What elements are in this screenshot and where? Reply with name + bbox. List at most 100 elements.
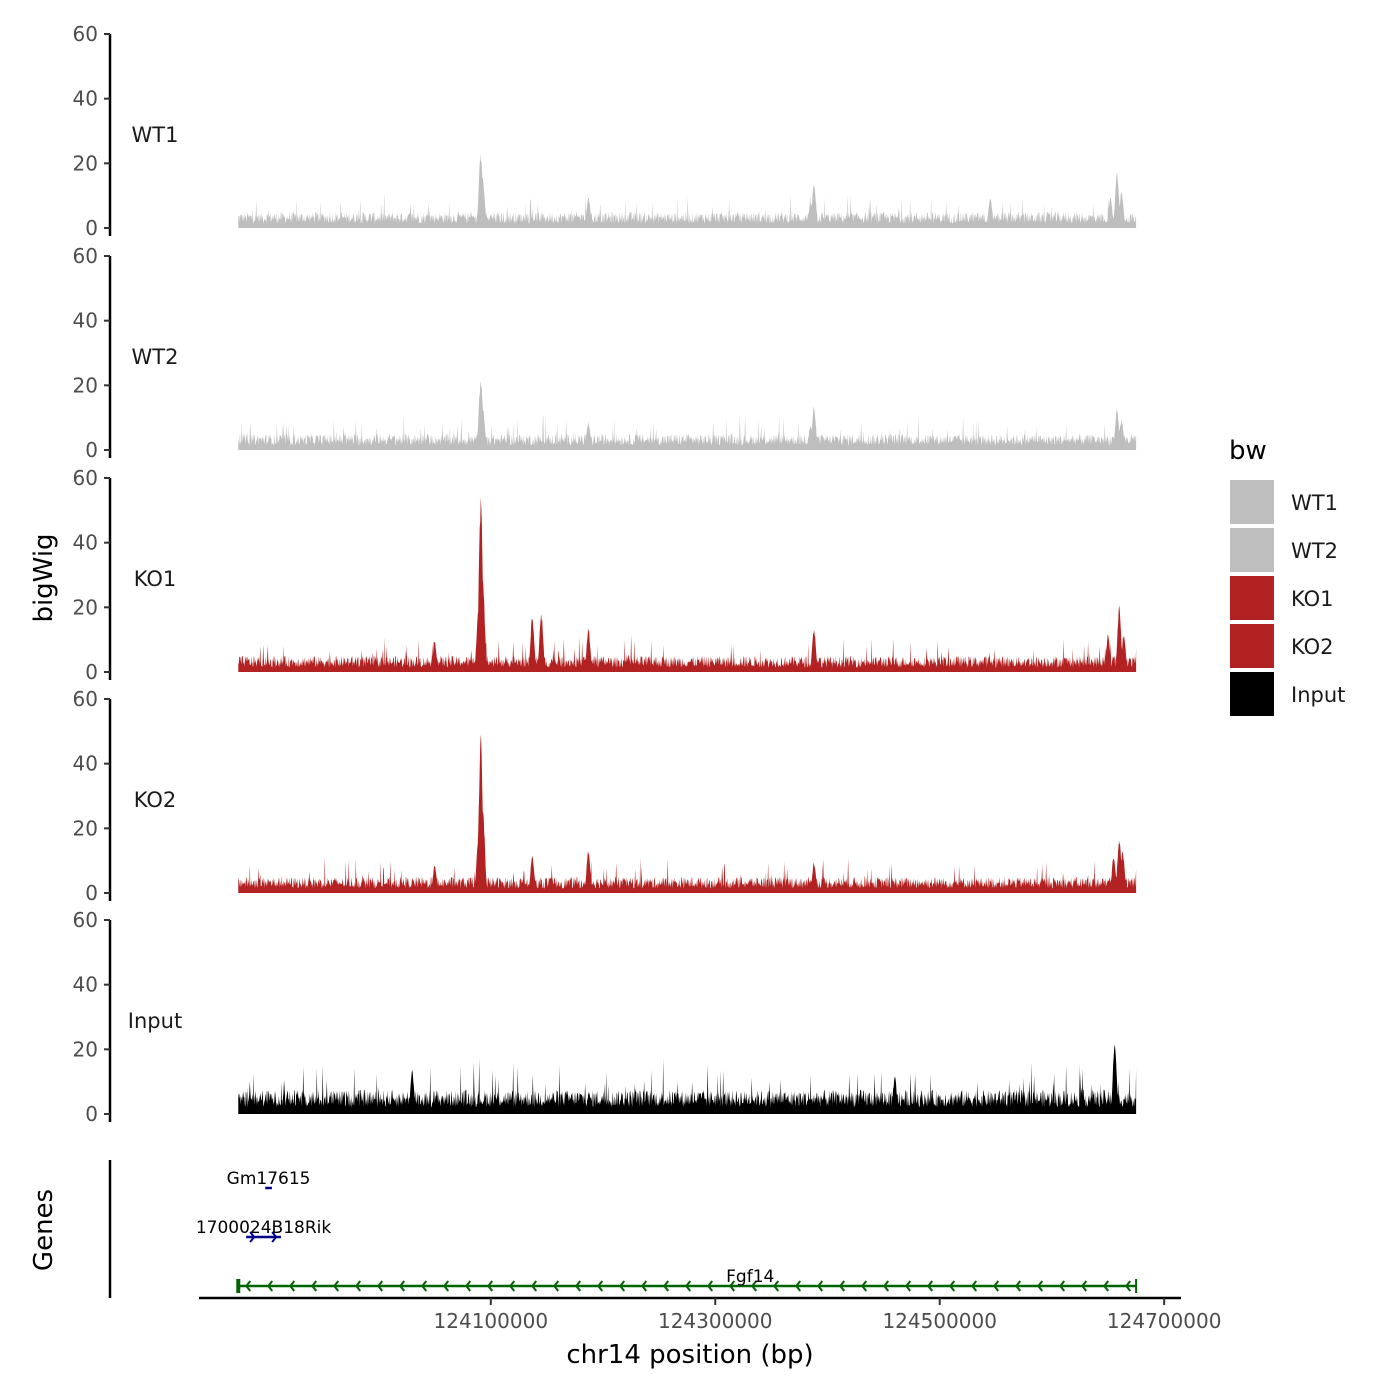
y-tick-label: 40: [73, 309, 98, 333]
coverage-area-input: [238, 1044, 1137, 1114]
legend-label: Input: [1291, 683, 1345, 707]
strand-arrow: [904, 1280, 912, 1292]
gene-1700024b18rik: 1700024B18Rik: [196, 1218, 332, 1243]
strand-arrow: [1036, 1280, 1044, 1292]
gene-label: Gm17615: [227, 1169, 311, 1189]
strand-arrow: [266, 1280, 274, 1292]
strand-arrow: [816, 1280, 824, 1292]
legend: bw WT1 WT2 KO1 KO2 Input: [1229, 436, 1345, 716]
y-tick-label: 40: [73, 531, 98, 555]
x-tick-label: 124700000: [1107, 1309, 1222, 1333]
y-tick-label: 0: [85, 881, 98, 905]
legend-key-ko2: [1230, 624, 1274, 668]
legend-key-wt2: [1230, 528, 1274, 572]
y-tick-label: 40: [73, 973, 98, 997]
y-tick-label: 40: [73, 87, 98, 111]
strand-arrow: [838, 1280, 846, 1292]
y-tick-label: 20: [73, 373, 98, 397]
legend-label: WT1: [1291, 491, 1338, 515]
x-tick-label: 124500000: [882, 1309, 997, 1333]
strand-arrow: [992, 1280, 1000, 1292]
track-label: WT1: [132, 123, 179, 147]
x-axis: 124100000 124300000 124500000 124700000: [199, 1296, 1222, 1333]
strand-arrow: [271, 1231, 278, 1243]
y-tick-label: 40: [73, 752, 98, 776]
track-label: Input: [128, 1009, 182, 1033]
strand-arrow: [860, 1280, 868, 1292]
strand-arrow: [640, 1280, 648, 1292]
x-tick-label: 124300000: [658, 1309, 773, 1333]
strand-arrow: [376, 1280, 384, 1292]
y-tick-label: 0: [85, 660, 98, 684]
y-tick-label: 0: [85, 438, 98, 462]
strand-arrow: [728, 1280, 736, 1292]
y-tick-label: 0: [85, 1102, 98, 1126]
coverage-area-wt1: [238, 153, 1137, 228]
strand-arrow: [618, 1280, 626, 1292]
legend-label: KO1: [1291, 587, 1334, 611]
y-tick-label: 20: [73, 816, 98, 840]
y-tick-label: 60: [73, 244, 98, 268]
strand-arrow: [772, 1280, 780, 1292]
y-tick-label: 20: [73, 595, 98, 619]
legend-key-ko1: [1230, 576, 1274, 620]
y-tick-label: 60: [73, 687, 98, 711]
y-tick-label: 20: [73, 1037, 98, 1061]
strand-arrow: [948, 1280, 956, 1292]
y-tick-label: 60: [73, 22, 98, 46]
gene-gm17615: Gm17615: [227, 1169, 311, 1190]
strand-arrow: [288, 1280, 296, 1292]
track-panel-wt2: 0 20 40 60 WT2: [73, 244, 1137, 462]
track-panel-wt1: 0 20 40 60 WT1: [73, 22, 1137, 240]
legend-label: WT2: [1291, 539, 1338, 563]
strand-arrow: [794, 1280, 802, 1292]
track-panel-ko2: 0 20 40 60 KO2: [73, 687, 1137, 905]
y-axis-title: bigWig: [29, 533, 59, 622]
gene-label: Fgf14: [726, 1267, 774, 1287]
track-panels: 0 20 40 60 WT1 0 20 40 60 WT2 0 20 40 60 KO1 0 20 40 60 KO2…: [73, 22, 1137, 1126]
strand-arrow: [552, 1280, 560, 1292]
legend-label: KO2: [1291, 635, 1334, 659]
strand-arrow: [420, 1280, 428, 1292]
strand-arrow: [530, 1280, 538, 1292]
strand-arrow: [574, 1280, 582, 1292]
strand-arrow: [508, 1280, 516, 1292]
strand-arrow: [882, 1280, 890, 1292]
coverage-area-wt2: [238, 380, 1137, 450]
strand-arrow: [706, 1280, 714, 1292]
track-label: KO1: [134, 567, 177, 591]
strand-arrow: [398, 1280, 406, 1292]
strand-arrow: [1058, 1280, 1066, 1292]
y-tick-label: 60: [73, 466, 98, 490]
coverage-area-ko2: [238, 734, 1137, 893]
legend-title: bw: [1229, 436, 1267, 466]
strand-arrow: [249, 1231, 256, 1243]
gene-track: Gm17615 1700024B18Rik Fgf14: [108, 1160, 1138, 1298]
track-label: WT2: [132, 345, 179, 369]
strand-arrow: [970, 1280, 978, 1292]
y-tick-label: 60: [73, 908, 98, 932]
strand-arrow: [596, 1280, 604, 1292]
strand-arrow: [1124, 1280, 1132, 1292]
legend-key-input: [1230, 672, 1274, 716]
strand-arrow: [662, 1280, 670, 1292]
strand-arrow: [244, 1280, 252, 1292]
x-tick-label: 124100000: [434, 1309, 549, 1333]
strand-arrow: [354, 1280, 362, 1292]
strand-arrow: [464, 1280, 472, 1292]
x-axis-title: chr14 position (bp): [566, 1340, 813, 1370]
strand-arrow: [1102, 1280, 1110, 1292]
gene-label: 1700024B18Rik: [196, 1218, 332, 1238]
strand-arrow: [486, 1280, 494, 1292]
strand-arrow: [1080, 1280, 1088, 1292]
strand-arrow: [332, 1280, 340, 1292]
gene-exon: [236, 1279, 241, 1293]
coverage-area-ko1: [238, 497, 1137, 672]
genes-axis-title: Genes: [29, 1189, 59, 1271]
track-label: KO2: [134, 788, 177, 812]
gene-fgf14: Fgf14: [236, 1267, 1138, 1293]
strand-arrow: [442, 1280, 450, 1292]
track-panel-ko1: 0 20 40 60 KO1: [73, 466, 1137, 684]
strand-arrow: [750, 1280, 758, 1292]
